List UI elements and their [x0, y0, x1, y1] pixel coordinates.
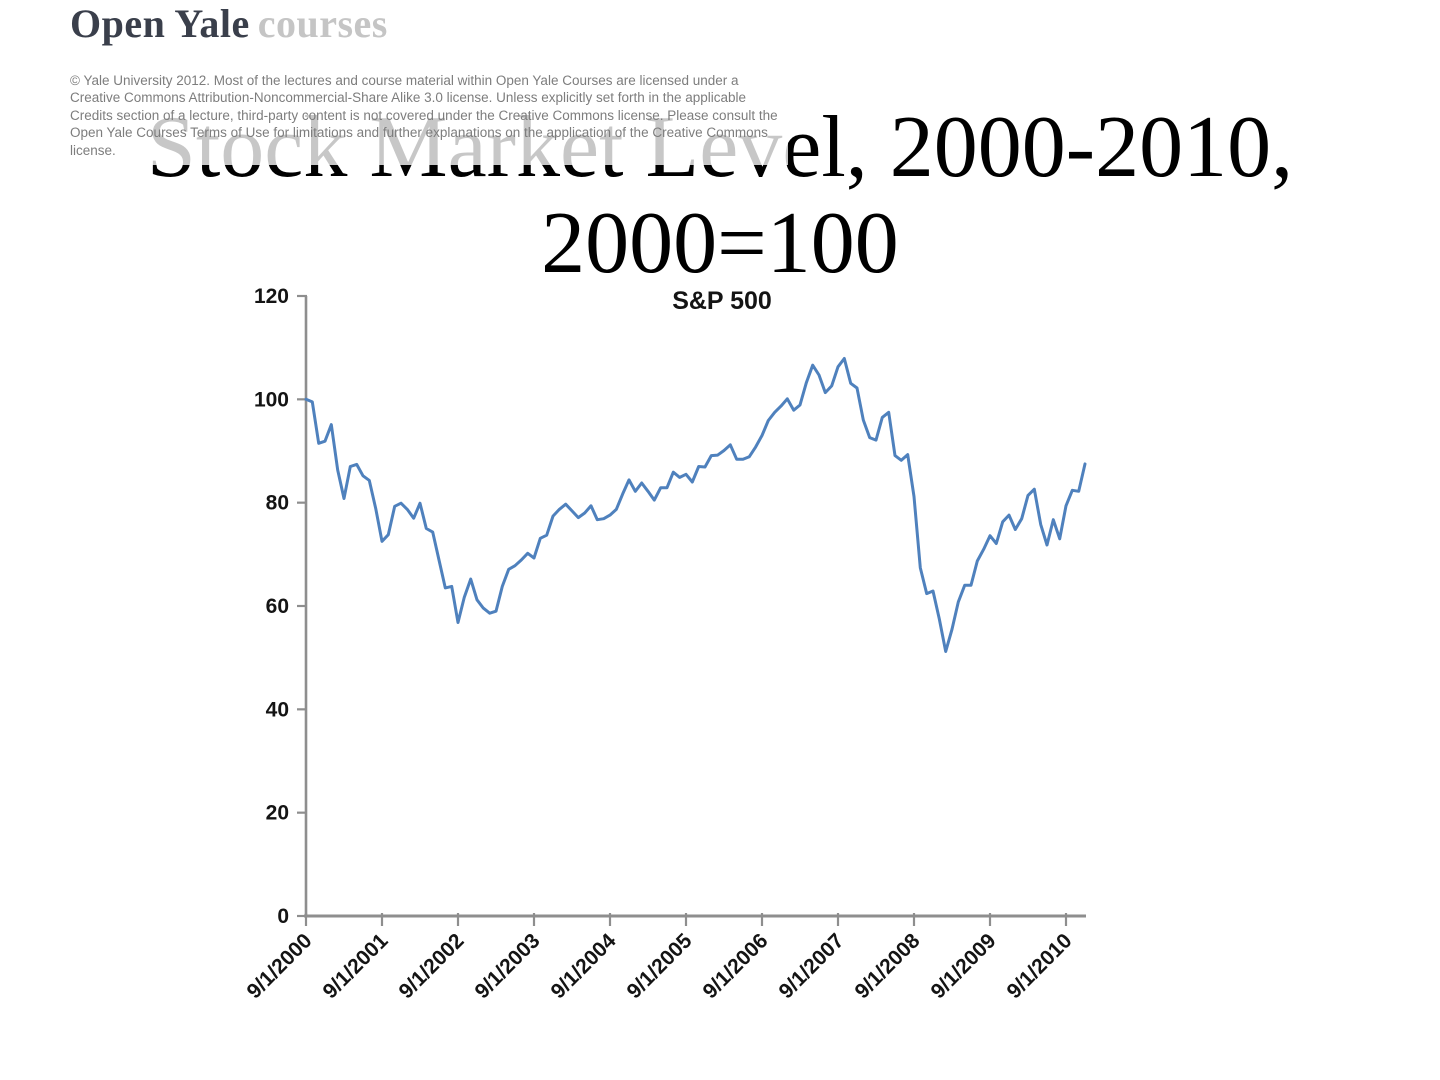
x-tick-label: 9/1/2008	[850, 929, 924, 1003]
x-tick-label: 9/1/2004	[546, 929, 620, 1003]
y-tick-label: 80	[266, 492, 289, 515]
sp500-line-series	[304, 357, 1087, 653]
x-tick-label: 9/1/2006	[698, 929, 772, 1003]
x-tick-label: 9/1/2010	[1002, 929, 1076, 1003]
copyright-notice: © Yale University 2012. Most of the lect…	[66, 68, 788, 166]
x-tick-label: 9/1/2005	[622, 929, 696, 1003]
y-tick-label: 40	[266, 698, 289, 721]
x-tick-label: 9/1/2007	[774, 929, 848, 1003]
y-tick-label: 60	[266, 595, 289, 618]
x-tick-label: 9/1/2009	[926, 929, 1000, 1003]
x-tick-label: 9/1/2001	[318, 929, 392, 1003]
x-tick-label: 9/1/2002	[394, 929, 468, 1003]
x-tick-label: 9/1/2003	[470, 929, 544, 1003]
logo-secondary-text: courses	[257, 1, 388, 46]
y-tick-label: 20	[266, 802, 289, 825]
y-tick-label: 100	[254, 388, 289, 411]
logo-primary-text: Open Yale	[70, 1, 250, 46]
x-tick-label: 9/1/2000	[242, 929, 316, 1003]
open-yale-logo: Open Yale courses	[70, 0, 388, 47]
y-tick-label: 0	[277, 905, 289, 928]
slide-title-line2: 2000=100	[541, 195, 899, 292]
